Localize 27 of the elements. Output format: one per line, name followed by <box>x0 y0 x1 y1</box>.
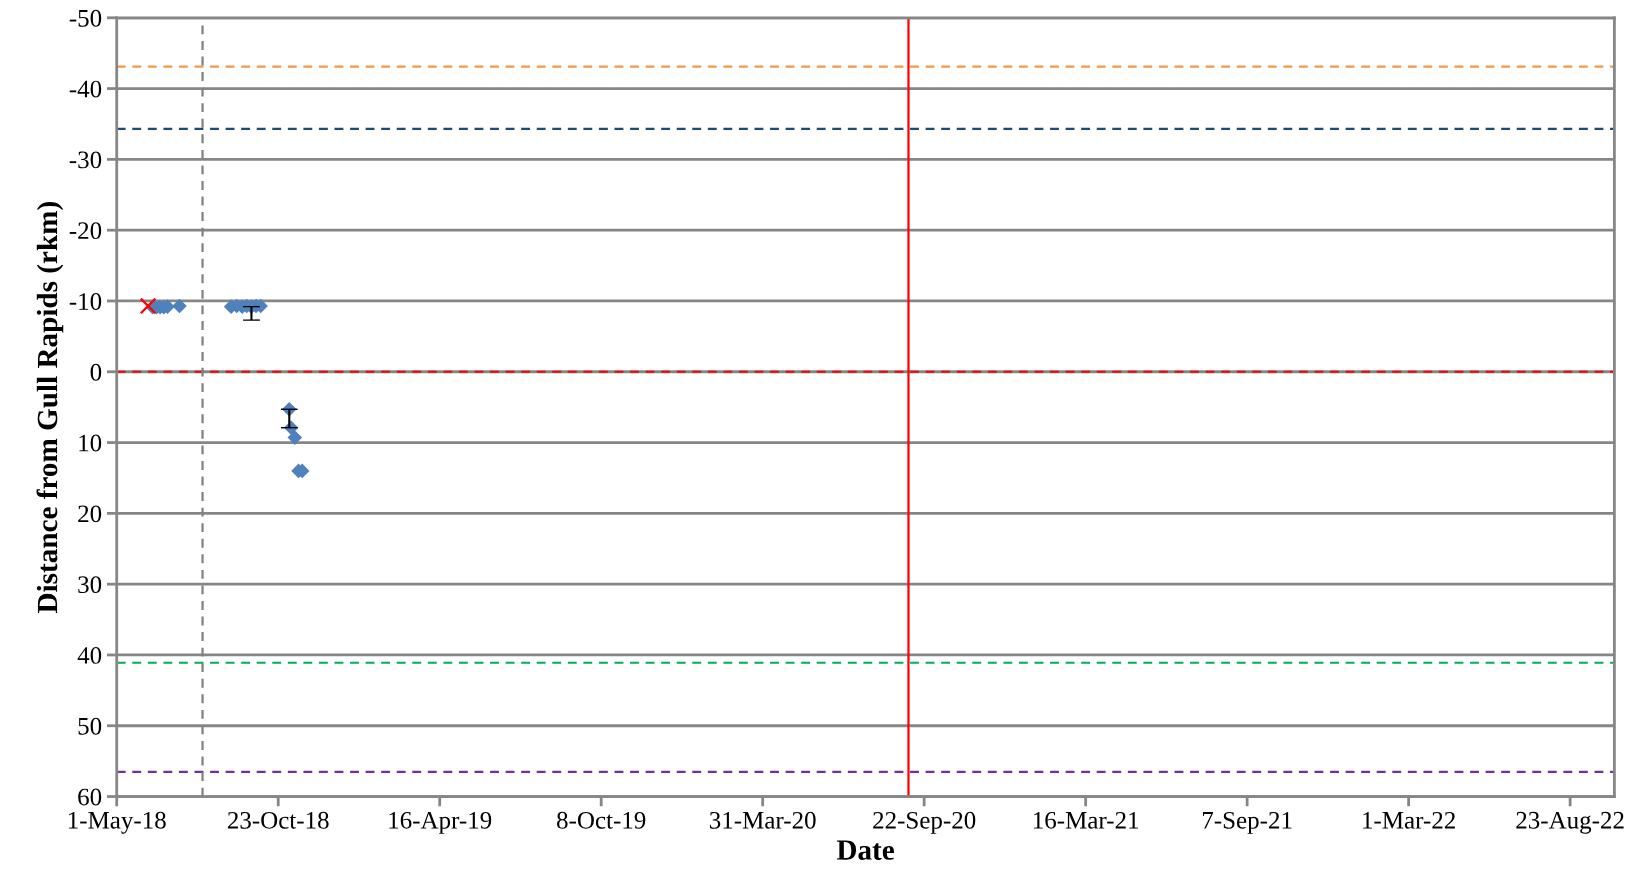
y-tick-label: 60 <box>78 788 102 806</box>
x-tick-label: 8-Oct-19 <box>557 811 646 829</box>
x-axis-title: Date <box>836 840 894 860</box>
x-tick-label: 22-Sep-20 <box>873 811 976 834</box>
point <box>172 298 187 314</box>
y-axis-title: Distance from Gull Rapids (rkm) <box>36 202 64 613</box>
x-tick-label: 1-May-18 <box>68 811 166 834</box>
x-tick-label: 1-Mar-22 <box>1363 811 1455 829</box>
y-tick-label: -40 <box>69 80 102 98</box>
y-tick-label: 40 <box>77 647 102 664</box>
x-tick-label: 31-Mar-20 <box>709 811 816 829</box>
y-tick-label: -30 <box>69 151 102 169</box>
point <box>139 297 157 315</box>
y-tick-label: -20 <box>69 222 102 240</box>
x-tick-label: 23-Aug-22 <box>1516 811 1624 834</box>
y-tick-label: 20 <box>78 505 102 523</box>
y-tick-label: 50 <box>78 717 102 735</box>
x-tick-label: 16-Apr-19 <box>389 811 492 834</box>
x-tick-label: 7-Sep-21 <box>1202 811 1292 834</box>
point <box>287 430 303 445</box>
y-tick-label: 30 <box>78 576 102 594</box>
y-tick-label: -50 <box>69 9 102 27</box>
y-tick-label: 10 <box>79 434 102 452</box>
y-tick-label: 0 <box>90 363 102 381</box>
x-tick-label: 23-Oct-18 <box>227 811 329 829</box>
x-tick-label: 16-Mar-21 <box>1033 811 1139 829</box>
y-tick-label: -10 <box>69 293 102 310</box>
